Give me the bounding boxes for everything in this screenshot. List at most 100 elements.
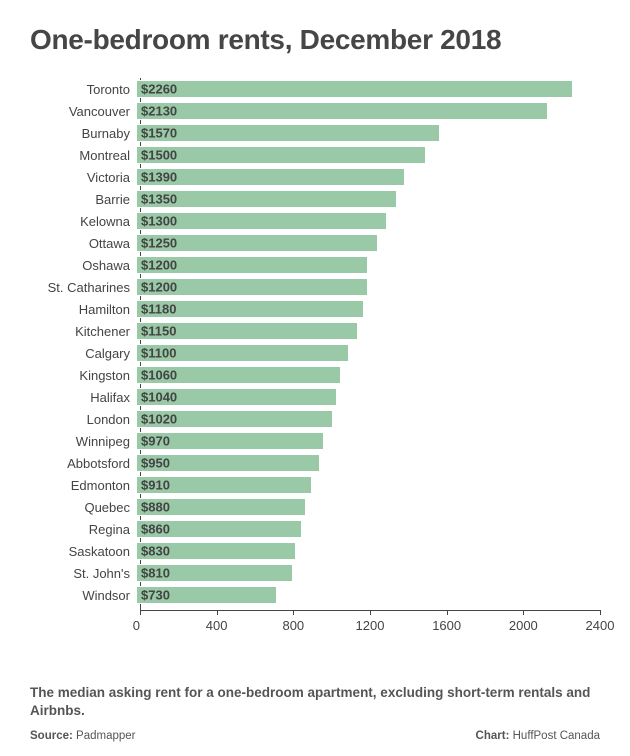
category-label: Kelowna <box>30 214 136 229</box>
category-label: Calgary <box>30 346 136 361</box>
bar-row: Oshawa $1200 <box>30 254 600 276</box>
bar-value-label: $2130 <box>141 104 177 119</box>
bar-value-label: $1500 <box>141 148 177 163</box>
bar-value-label: $1350 <box>141 192 177 207</box>
bar: $1100 <box>136 344 349 362</box>
category-label: Abbotsford <box>30 456 136 471</box>
bar-track: $830 <box>136 540 600 562</box>
bar: $1300 <box>136 212 387 230</box>
bar-row: Toronto $2260 <box>30 78 600 100</box>
bar-track: $1020 <box>136 408 600 430</box>
bar-row: Kingston$1060 <box>30 364 600 386</box>
bar-track: $1390 <box>136 166 600 188</box>
bar-track: $880 <box>136 496 600 518</box>
bar: $1020 <box>136 410 333 428</box>
bar-row: Calgary $1100 <box>30 342 600 364</box>
bar-row: Vancouver $2130 <box>30 100 600 122</box>
bar-row: Regina $860 <box>30 518 600 540</box>
bar-track: $1350 <box>136 188 600 210</box>
bar-value-label: $1100 <box>141 346 176 361</box>
bar-value-label: $1300 <box>141 214 177 229</box>
category-label: Vancouver <box>30 104 136 119</box>
category-label: Kingston <box>30 368 136 383</box>
bar: $1200 <box>136 278 368 296</box>
bar: $730 <box>136 586 277 604</box>
bar-track: $970 <box>136 430 600 452</box>
category-label: Edmonton <box>30 478 136 493</box>
bar-row: Victoria$1390 <box>30 166 600 188</box>
bar-value-label: $830 <box>141 544 170 559</box>
bar-value-label: $860 <box>141 522 170 537</box>
bar-value-label: $1180 <box>141 302 176 317</box>
category-label: St. John's <box>30 566 136 581</box>
bar-track: $1570 <box>136 122 600 144</box>
bar: $1180 <box>136 300 364 318</box>
bar-track: $1200 <box>136 276 600 298</box>
x-tick-label: 800 <box>282 618 304 633</box>
bar-row: Kelowna $1300 <box>30 210 600 232</box>
source-text: Source: Padmapper <box>30 730 136 742</box>
bar-track: $730 <box>136 584 600 606</box>
bar-value-label: $970 <box>141 434 170 449</box>
bar: $830 <box>136 542 296 560</box>
bar-value-label: $730 <box>141 588 170 603</box>
category-label: Regina <box>30 522 136 537</box>
bar-track: $1180 <box>136 298 600 320</box>
bar-value-label: $1200 <box>141 258 177 273</box>
bar: $1500 <box>136 146 426 164</box>
bar-row: Montreal$1500 <box>30 144 600 166</box>
bar-row: Winnipeg $970 <box>30 430 600 452</box>
category-label: Saskatoon <box>30 544 136 559</box>
bar-row: St. John's$810 <box>30 562 600 584</box>
x-tick <box>293 610 294 615</box>
bar-value-label: $1250 <box>141 236 177 251</box>
bar-row: London$1020 <box>30 408 600 430</box>
bar-rows: Toronto $2260 Vancouver $2130 Burnaby $1570 Mo… <box>30 78 600 606</box>
bar: $1150 <box>136 322 358 340</box>
category-label: Windsor <box>30 588 136 603</box>
bar-value-label: $1020 <box>141 412 177 427</box>
bar-track: $1040 <box>136 386 600 408</box>
bar-track: $810 <box>136 562 600 584</box>
chart-subtitle: The median asking rent for a one-bedroom… <box>30 684 600 720</box>
bar-value-label: $910 <box>141 478 170 493</box>
bar-value-label: $950 <box>141 456 170 471</box>
x-axis: 04008001200160020002400 <box>140 610 600 634</box>
category-label: Quebec <box>30 500 136 515</box>
bar-row: St. Catharines $1200 <box>30 276 600 298</box>
bar-value-label: $1040 <box>141 390 177 405</box>
x-tick <box>523 610 524 615</box>
bar: $950 <box>136 454 320 472</box>
category-label: Winnipeg <box>30 434 136 449</box>
chart-title: One-bedroom rents, December 2018 <box>30 24 600 56</box>
category-label: Hamilton <box>30 302 136 317</box>
bar: $970 <box>136 432 324 450</box>
bar-value-label: $1150 <box>141 324 176 339</box>
bar-track: $1150 <box>136 320 600 342</box>
bar: $910 <box>136 476 312 494</box>
bar-track: $1250 <box>136 232 600 254</box>
bar-value-label: $2260 <box>141 82 177 97</box>
x-tick <box>140 610 141 615</box>
bar-row: Windsor $730 <box>30 584 600 606</box>
x-tick-label: 400 <box>206 618 228 633</box>
bar-row: Quebec$880 <box>30 496 600 518</box>
bar: $860 <box>136 520 302 538</box>
bar-value-label: $1570 <box>141 126 177 141</box>
x-tick-label: 1200 <box>356 618 385 633</box>
x-tick-label: 2400 <box>586 618 615 633</box>
bar: $1040 <box>136 388 337 406</box>
x-tick <box>217 610 218 615</box>
chart-footer: Source: Padmapper Chart: HuffPost Canada <box>30 730 600 742</box>
category-label: Burnaby <box>30 126 136 141</box>
bar-track: $2130 <box>136 100 600 122</box>
bar-row: Burnaby $1570 <box>30 122 600 144</box>
category-label: Toronto <box>30 82 136 97</box>
bar: $1200 <box>136 256 368 274</box>
category-label: Barrie <box>30 192 136 207</box>
category-label: Oshawa <box>30 258 136 273</box>
category-label: St. Catharines <box>30 280 136 295</box>
bar-track: $2260 <box>136 78 600 100</box>
bar-value-label: $1200 <box>141 280 177 295</box>
x-tick <box>447 610 448 615</box>
